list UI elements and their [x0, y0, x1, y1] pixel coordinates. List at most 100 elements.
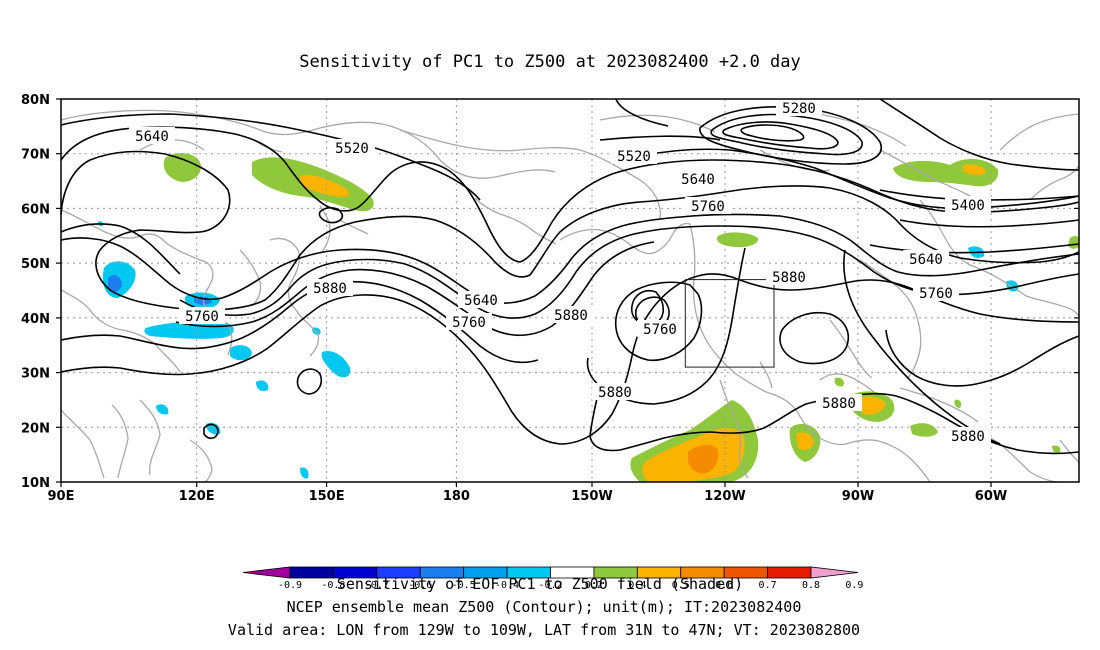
positive-patch [1052, 445, 1061, 453]
lon-label: 180 [443, 489, 470, 504]
graticule [61, 99, 1079, 482]
colorbar-end-low [242, 566, 291, 579]
contour-label: 5520 [611, 147, 657, 165]
colorbar-label: 0.8 [802, 580, 820, 591]
svg-text:5880: 5880 [772, 270, 806, 286]
negative-patch-strong [108, 275, 122, 292]
positive-patch [954, 399, 962, 408]
lat-label: 50N [21, 257, 50, 272]
colorbar-label: -0.2 [538, 580, 562, 591]
contour-label: 5760 [685, 197, 731, 215]
lat-label: 40N [21, 312, 50, 327]
lat-label: 70N [21, 148, 50, 163]
colorbar-segment [767, 566, 812, 579]
positive-patch-strong [300, 174, 350, 198]
lat-label: 20N [21, 421, 50, 436]
colorbar-label: 0.7 [759, 580, 777, 591]
negative-patch [206, 422, 221, 435]
latitude-labels: 80N 70N 60N 50N 40N 30N 20N 10N [21, 93, 50, 491]
negative-patch [156, 404, 169, 415]
contour-label: 5760 [913, 284, 959, 302]
footer-line-2: Valid area: LON from 129W to 109W, LAT f… [228, 621, 860, 639]
colorbar-caption: Sensitivity of EOF PC1 to Z500 field (Sh… [337, 575, 743, 593]
lon-label: 120E [179, 489, 215, 504]
contour-label: 5640 [129, 127, 175, 145]
positive-patch-strong [855, 396, 886, 415]
svg-text:5640: 5640 [464, 293, 498, 309]
contour-label: 5640 [458, 291, 504, 309]
contour-label: 5640 [903, 250, 949, 268]
svg-text:5760: 5760 [691, 199, 725, 215]
lat-label: 10N [21, 476, 50, 491]
sensitivity-shading [98, 153, 1079, 482]
positive-patch [834, 377, 845, 387]
colorbar-label: 0.2 [585, 580, 603, 591]
colorbar-label: -0.5 [452, 580, 476, 591]
negative-patch [256, 380, 269, 392]
longitude-labels: 90E 120E 150E 180 150W 120W 90W 60W [48, 489, 1008, 504]
colorbar-label: -0.8 [321, 580, 345, 591]
lon-label: 90W [842, 489, 874, 504]
svg-text:5880: 5880 [554, 308, 588, 324]
colorbar-label: -0.9 [278, 580, 302, 591]
colorbar-segment [289, 566, 334, 579]
positive-patch [910, 423, 938, 437]
positive-patch [163, 153, 201, 182]
contour-label: 5880 [592, 383, 638, 401]
colorbar-label: 0.6 [715, 580, 733, 591]
contour-label: 5760 [179, 307, 225, 325]
valid-area-box [684, 279, 775, 368]
contour-label: 5880 [307, 279, 353, 297]
colorbar-label: 0.4 [628, 580, 646, 591]
colorbar-end-high [810, 566, 859, 579]
positive-patch-strongest [687, 444, 719, 474]
negative-patch [230, 345, 252, 361]
colorbar-label: -0.7 [365, 580, 389, 591]
colorbar-label: 0.5 [672, 580, 690, 591]
negative-patch [321, 350, 351, 378]
tick-marks [56, 98, 1079, 487]
svg-text:5880: 5880 [598, 385, 632, 401]
svg-text:5280: 5280 [782, 101, 816, 117]
colorbar: -0.9 -0.8 -0.7 -0.6 -0.5 -0.4 -0.2 0.2 0.4 0.5 0.6… [242, 566, 863, 591]
contour-label: 5400 [945, 196, 991, 214]
contour-labels: 5640 5520 5520 5640 5760 5280 5400 5640 … [129, 99, 991, 445]
contour-label: 5880 [548, 306, 594, 324]
plot-title: Sensitivity of PC1 to Z500 at 2023082400… [299, 52, 801, 72]
svg-text:5760: 5760 [452, 315, 486, 331]
svg-text:5640: 5640 [135, 129, 169, 145]
contour-label: 5880 [766, 268, 812, 286]
contour-label: 5280 [776, 99, 822, 117]
positive-patch-strong [796, 432, 814, 450]
positive-patch-strong [962, 164, 986, 175]
svg-text:5520: 5520 [335, 141, 369, 157]
svg-text:5520: 5520 [617, 149, 651, 165]
svg-text:5640: 5640 [681, 172, 715, 188]
positive-patch [716, 232, 759, 248]
svg-text:5400: 5400 [951, 198, 985, 214]
contour-label: 5760 [637, 320, 683, 338]
lat-label: 60N [21, 202, 50, 217]
svg-text:5760: 5760 [643, 322, 677, 338]
lon-label: 120W [704, 489, 745, 504]
map-frame [60, 98, 1080, 483]
contour-label: 5760 [446, 313, 492, 331]
contour-label: 5880 [945, 427, 991, 445]
colorbar-label: -0.6 [408, 580, 432, 591]
svg-text:5880: 5880 [313, 281, 347, 297]
lat-label: 30N [21, 367, 50, 382]
contour-label: 5520 [329, 139, 375, 157]
lat-label: 80N [21, 93, 50, 108]
lon-label: 60W [975, 489, 1007, 504]
lon-label: 150E [309, 489, 345, 504]
svg-text:5880: 5880 [822, 396, 856, 412]
negative-patch [144, 321, 234, 339]
lon-label: 150W [571, 489, 612, 504]
footer-line-1: NCEP ensemble mean Z500 (Contour); unit(… [287, 598, 802, 616]
svg-text:5640: 5640 [909, 252, 943, 268]
lon-label: 90E [48, 489, 75, 504]
contour-label: 5640 [675, 170, 721, 188]
svg-text:5760: 5760 [919, 286, 953, 302]
svg-text:5880: 5880 [951, 429, 985, 445]
